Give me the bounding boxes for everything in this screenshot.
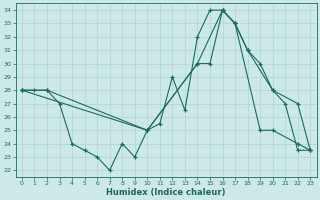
X-axis label: Humidex (Indice chaleur): Humidex (Indice chaleur) [106,188,226,197]
